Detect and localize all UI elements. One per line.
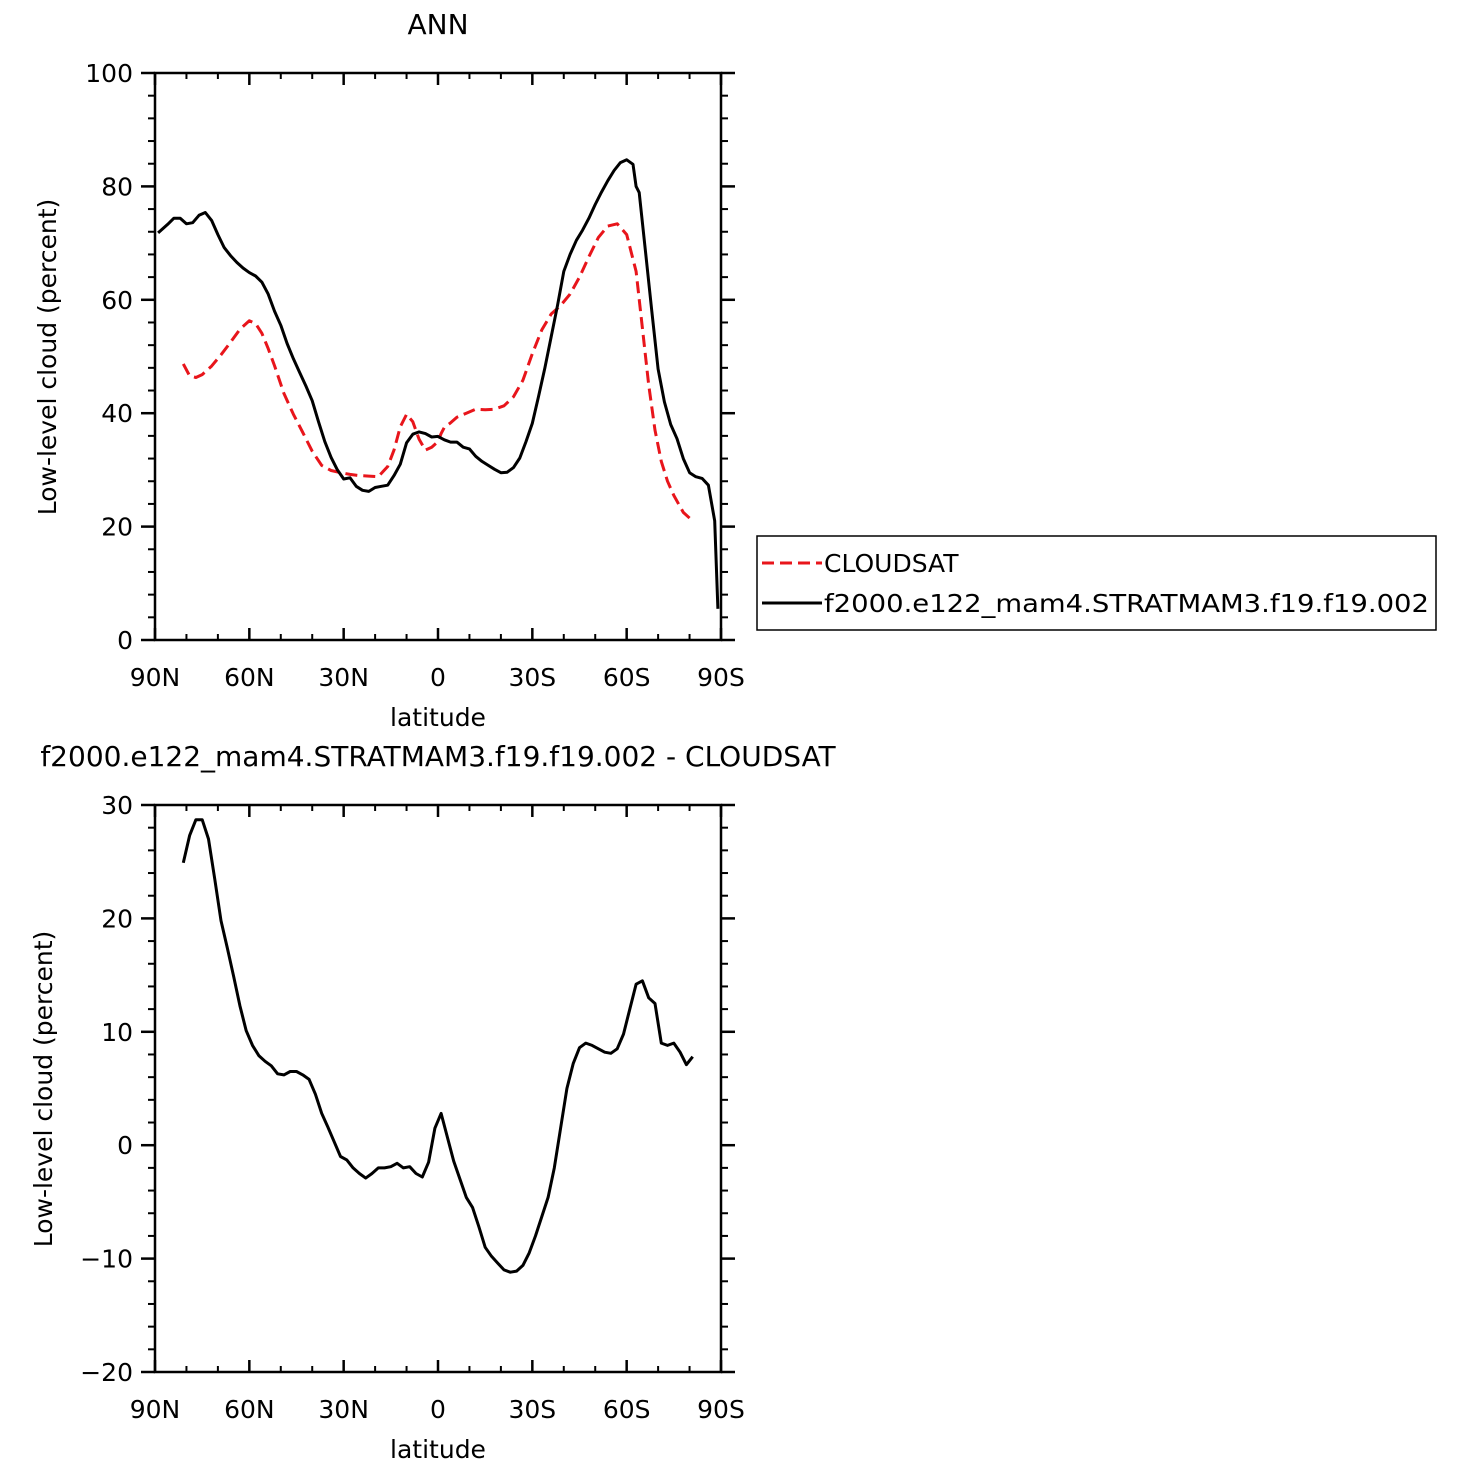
top-y-axis-label: Low-level cloud (percent) [33,199,62,516]
series-line-f2000-e122-mam4-stratmam3-f19-f19-002 [157,158,720,609]
top-panel: ANN 90N 60N 30N 0 30S 60S 90S 0 20 40 60 80 100 lati… [33,8,745,732]
legend-label-model: f2000.e122_mam4.STRATMAM3.f19.f19.002 [824,589,1429,618]
series-line-cloudsat [181,222,694,523]
x-tick-label: 60S [603,1395,651,1424]
legend-label-cloudsat: CLOUDSAT [824,549,959,578]
y-tick-label: 0 [117,1131,133,1160]
x-tick-label: 90S [697,1395,745,1424]
y-tick-label: −20 [80,1358,133,1387]
bottom-panel-title: f2000.e122_mam4.STRATMAM3.f19.f19.002 - … [40,740,836,773]
x-tick-label: 60N [224,1395,275,1424]
y-tick-label: 60 [101,286,133,315]
y-tick-label: 20 [101,513,133,542]
y-tick-label: −10 [80,1245,133,1274]
legend-box [756,535,1437,631]
x-tick-label: 60N [224,663,275,692]
top-plot-area: 90N 60N 30N 0 30S 60S 90S 0 20 40 60 80 100 [85,59,745,692]
x-tick-label: 90S [697,663,745,692]
top-panel-title: ANN [407,8,468,41]
legend: CLOUDSAT f2000.e122_mam4.STRATMAM3.f19.f… [756,535,1437,631]
top-x-axis-label: latitude [390,703,486,732]
y-tick-label: 20 [101,904,133,933]
y-tick-label: 80 [101,172,133,201]
bottom-y-axis-label: Low-level cloud (percent) [29,931,58,1248]
bottom-plot-area: 90N 60N 30N 0 30S 60S 90S −20 −10 0 10 20 30 [80,791,745,1424]
series-line-difference [181,818,694,1274]
top-plot-frame [153,71,723,642]
x-tick-label: 30S [508,663,556,692]
x-tick-label: 90N [130,663,181,692]
bottom-x-axis-label: latitude [390,1435,486,1464]
x-tick-label: 30N [318,663,369,692]
x-tick-label: 30N [318,1395,369,1424]
x-tick-label: 0 [430,663,446,692]
bottom-plot-frame [153,803,723,1374]
y-tick-label: 10 [101,1018,133,1047]
y-tick-label: 30 [101,791,133,820]
y-tick-label: 0 [117,626,133,655]
bottom-panel: f2000.e122_mam4.STRATMAM3.f19.f19.002 - … [29,740,837,1464]
x-tick-label: 30S [508,1395,556,1424]
y-tick-label: 40 [101,399,133,428]
y-tick-label: 100 [85,59,133,88]
x-tick-label: 90N [130,1395,181,1424]
x-tick-label: 0 [430,1395,446,1424]
x-tick-label: 60S [603,663,651,692]
